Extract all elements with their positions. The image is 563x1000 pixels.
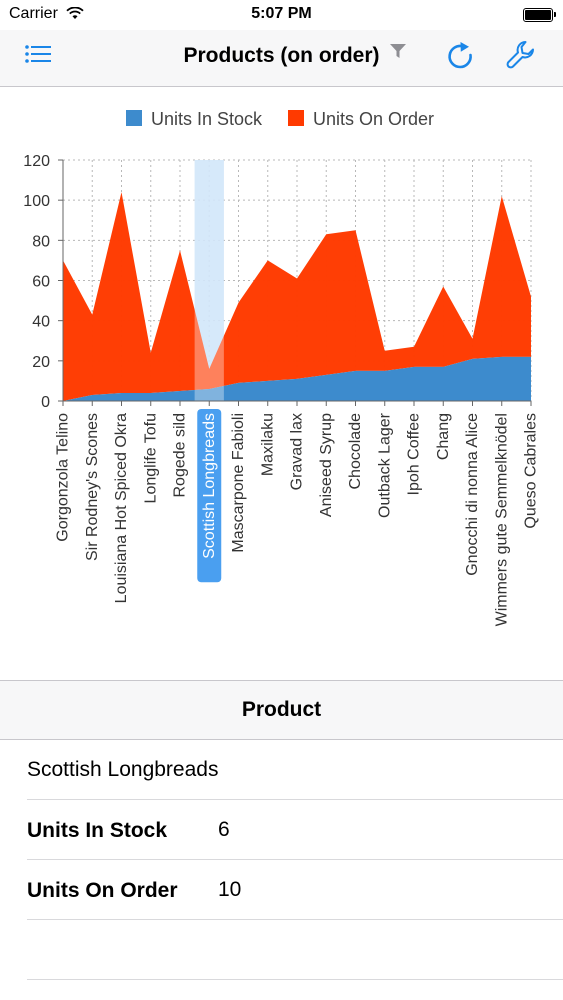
- x-tick-label-7: Maxilaku: [259, 413, 276, 476]
- y-tick-label-100: 100: [23, 193, 50, 210]
- stacked-area-chart[interactable]: Units In Stock Units On Order 0 20 40 60 80 1…: [0, 88, 563, 680]
- x-tick-label-0: Gorgonzola Telino: [55, 413, 72, 542]
- x-tick-label-10: Chocolade: [347, 413, 364, 490]
- legend-label-units-in-stock: Units In Stock: [151, 109, 263, 129]
- carrier-label: Carrier: [9, 5, 58, 22]
- units-on-order-row: Units On Order 10: [27, 860, 563, 920]
- x-tick-label-11: Outback Lager: [376, 412, 393, 518]
- x-tick-label-6: Mascarpone Fabioli: [230, 413, 247, 553]
- units-on-order-value: 10: [218, 878, 242, 901]
- status-bar: Carrier 5:07 PM: [0, 0, 563, 30]
- legend-label-units-on-order: Units On Order: [313, 109, 434, 129]
- x-tick-label-8: Gravad lax: [289, 413, 306, 490]
- battery-icon: [523, 8, 556, 22]
- units-in-stock-row: Units In Stock 6: [27, 800, 563, 860]
- legend-swatch-units-in-stock: [126, 110, 142, 126]
- filter-icon[interactable]: [389, 42, 407, 60]
- x-tick-label-9: Aniseed Syrup: [318, 413, 335, 517]
- x-tick-label-3: Longlife Tofu: [142, 413, 159, 503]
- empty-row: [27, 920, 563, 980]
- x-tick-label-2: Louisiana Hot Spiced Okra: [113, 413, 130, 603]
- page-title: Products (on order): [183, 44, 380, 67]
- y-tick-label-20: 20: [32, 354, 50, 371]
- units-in-stock-label: Units In Stock: [27, 819, 168, 842]
- product-name: Scottish Longbreads: [27, 758, 219, 781]
- units-on-order-label: Units On Order: [27, 879, 178, 902]
- x-tick-label-14: Gnocchi di nonna Alice: [464, 413, 481, 576]
- x-tick-label-highlight: [197, 409, 222, 583]
- wrench-icon[interactable]: [505, 39, 537, 71]
- x-tick-label-4: Rogede sild: [172, 413, 189, 498]
- legend-swatch-units-on-order: [288, 110, 304, 126]
- x-tick-label-12: Ipoh Coffee: [406, 413, 423, 496]
- menu-icon[interactable]: [25, 44, 53, 64]
- x-tick-label-16: Queso Cabrales: [523, 413, 540, 529]
- y-tick-label-0: 0: [41, 394, 50, 411]
- x-tick-label-13: Chang: [435, 413, 452, 460]
- product-name-row: Scottish Longbreads: [27, 740, 563, 800]
- y-tick-label-60: 60: [32, 274, 50, 291]
- area-units-on-order: [63, 192, 531, 401]
- units-in-stock-value: 6: [218, 818, 230, 841]
- chart-series: [62, 160, 532, 402]
- y-tick-label-40: 40: [32, 314, 50, 331]
- chart-axes: 0 20 40 60 80 100 120 Gorgonzola Telino Sir Rodn…: [23, 153, 539, 626]
- navigation-bar: Products (on order): [0, 30, 563, 87]
- y-tick-label-120: 120: [23, 153, 50, 170]
- selection-overlay: [194, 160, 224, 401]
- wifi-icon: [66, 7, 84, 19]
- x-tick-label-15: Wimmers gute Semmelknödel: [493, 413, 510, 626]
- detail-header: Product: [0, 680, 563, 740]
- y-tick-label-80: 80: [32, 233, 50, 250]
- chart-legend: Units In Stock Units On Order: [126, 109, 434, 129]
- x-tick-label-1: Sir Rodney's Scones: [84, 413, 101, 561]
- refresh-icon[interactable]: [446, 41, 476, 73]
- x-tick-label-5: Scottish Longbreads: [201, 413, 218, 559]
- status-time: 5:07 PM: [251, 5, 312, 22]
- product-detail: Product Scottish Longbreads Units In Sto…: [0, 680, 563, 980]
